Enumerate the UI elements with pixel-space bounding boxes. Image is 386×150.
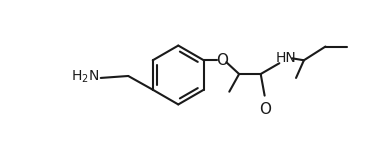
Text: HN: HN <box>276 51 296 65</box>
Text: O: O <box>260 102 272 117</box>
Text: O: O <box>217 53 229 68</box>
Text: H$_2$N: H$_2$N <box>71 69 99 85</box>
